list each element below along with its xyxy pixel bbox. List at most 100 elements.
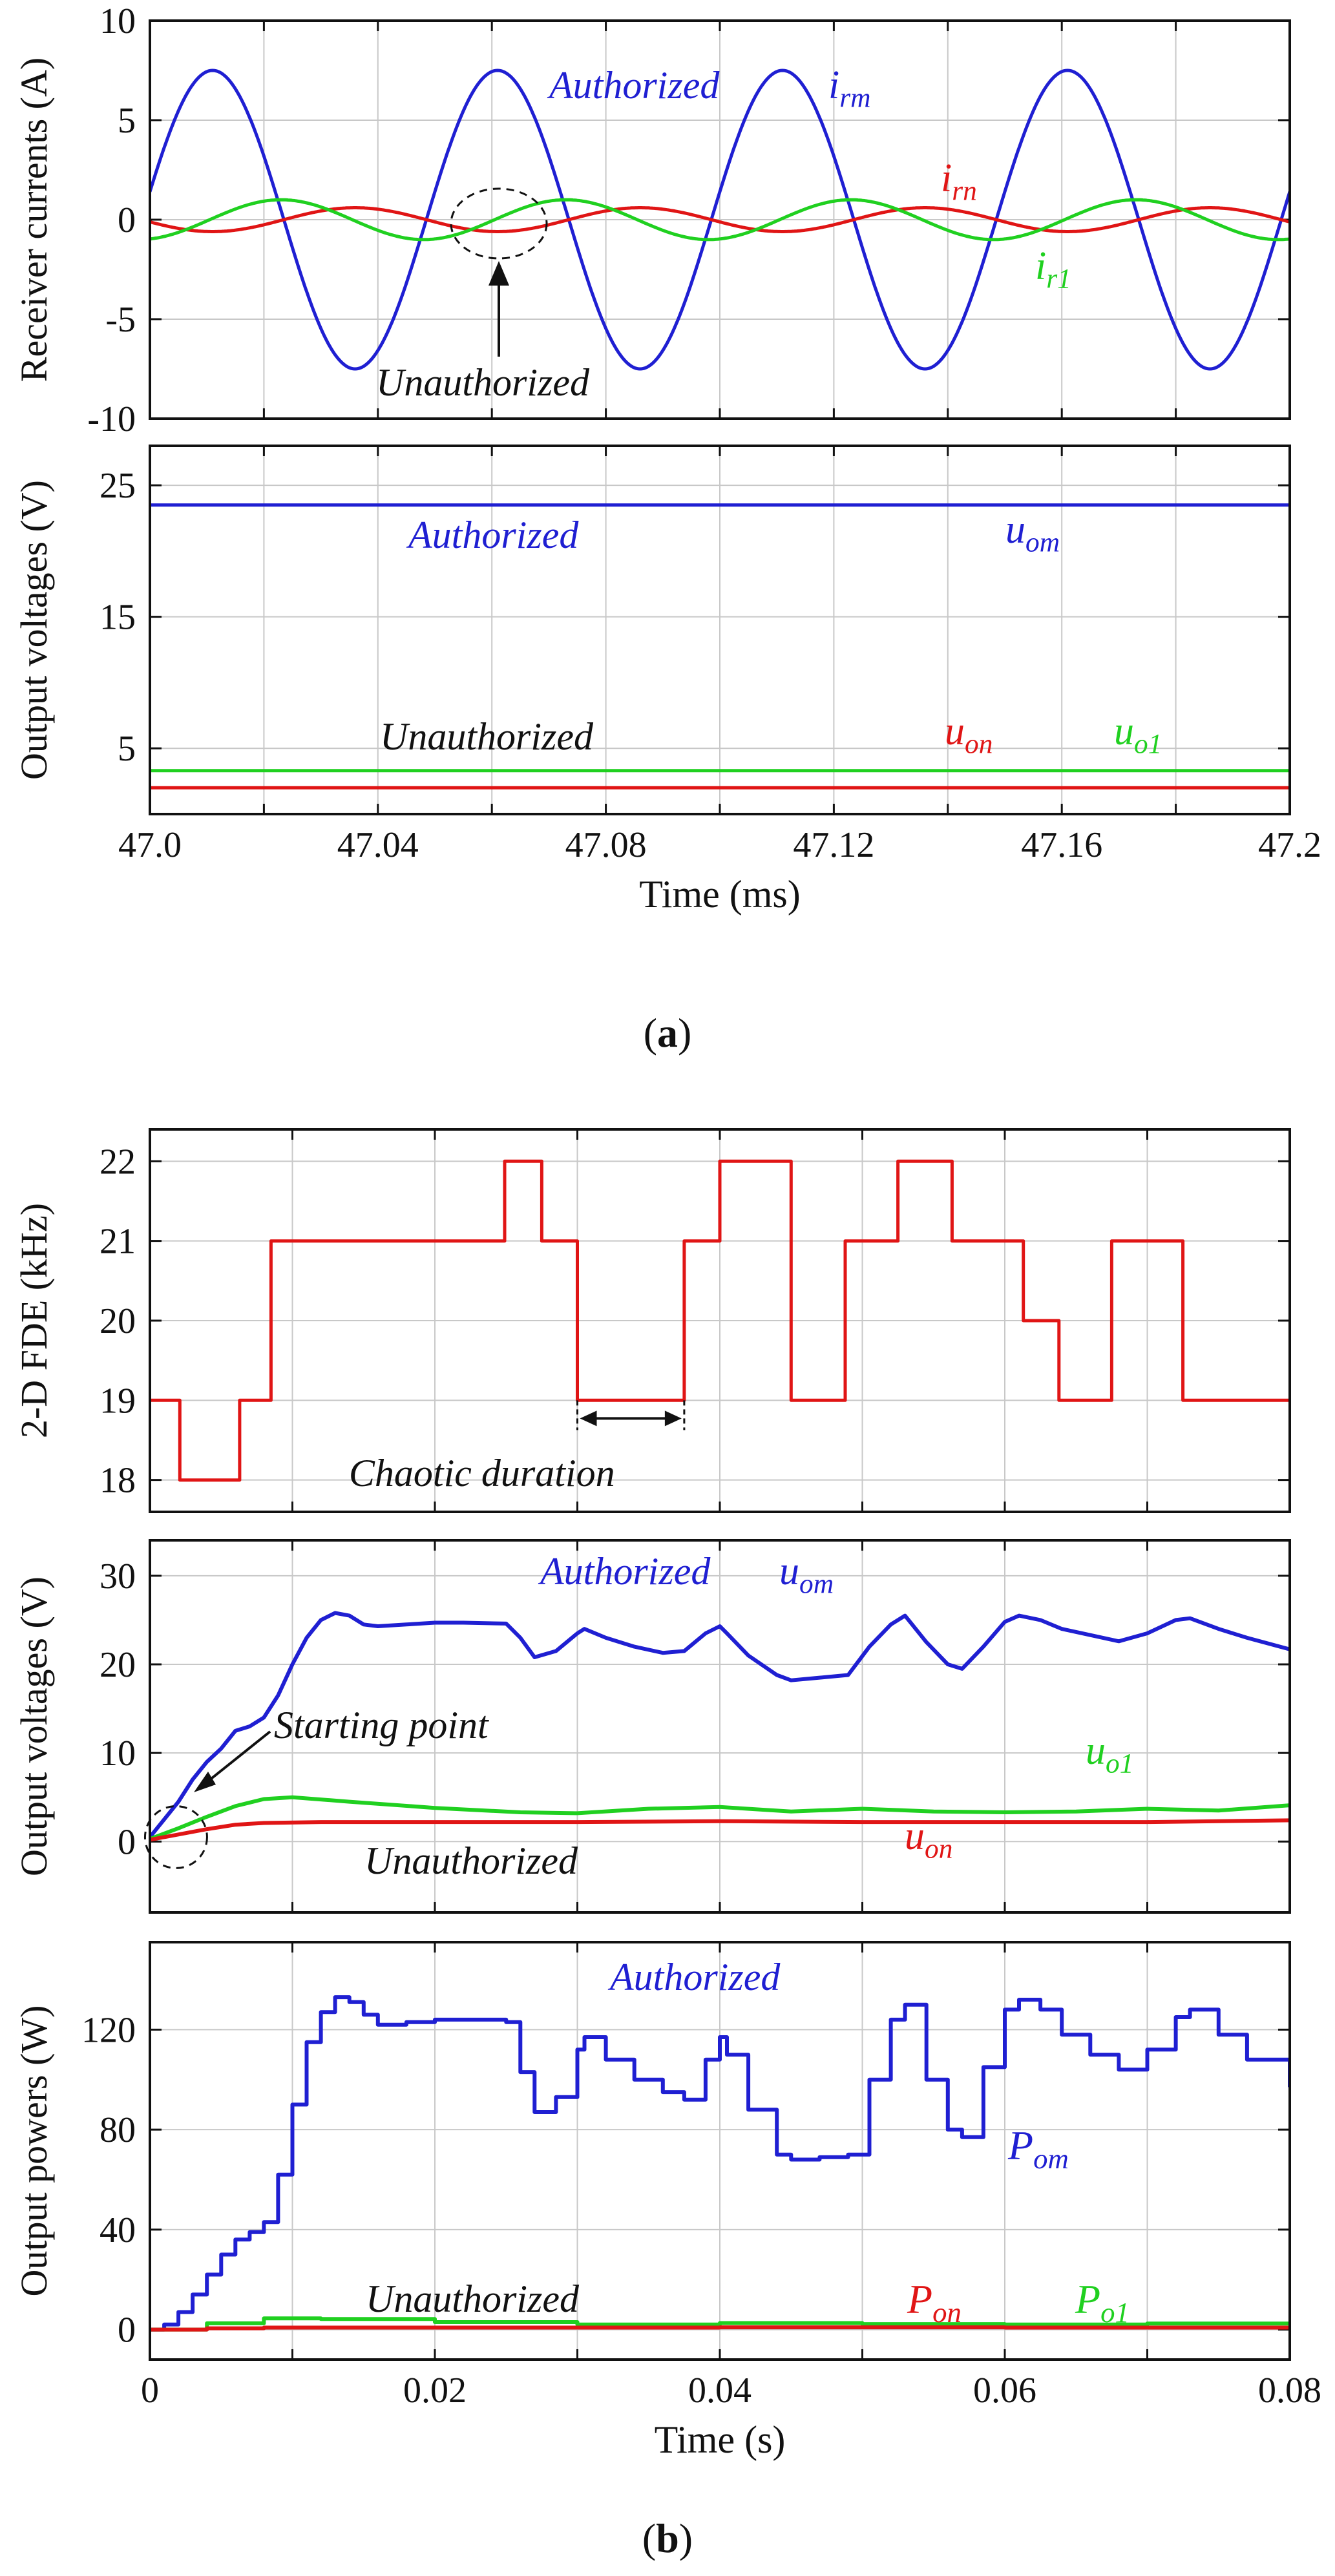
label-base: i [941, 156, 952, 200]
a1-grid [149, 20, 1290, 419]
series-label-uon: uon [945, 709, 993, 760]
y-tick-label: 20 [100, 1301, 136, 1341]
label-subscript: rm [839, 83, 870, 114]
label-base: i [1035, 244, 1046, 288]
y-tick-label: 19 [100, 1381, 136, 1421]
annotation-starting-point: Starting point [274, 1704, 489, 1746]
x-axis-label: Time (s) [655, 2418, 786, 2461]
series-uon [150, 1818, 1290, 1842]
label-base: P [1075, 2276, 1100, 2322]
annotation-authorized: Authorized [607, 1956, 781, 1998]
y-axis-label: Output voltages (V) [13, 480, 55, 780]
annotation-unauthorized: Unauthorized [364, 1839, 578, 1882]
label-base: u [1005, 508, 1025, 552]
annotation-authorized: Authorized [406, 514, 579, 556]
plot-frame [149, 445, 1291, 815]
series-label-Pom: Pom [1007, 2122, 1069, 2175]
y-tick-label: 5 [118, 101, 136, 141]
starting-point-arrow [204, 1730, 271, 1785]
y-axis-label: 2-D FDE (kHz) [13, 1203, 55, 1438]
label-subscript: on [965, 729, 993, 760]
label-base: i [828, 63, 839, 107]
annotation-unauthorized: Unauthorized [376, 361, 590, 404]
y-tick-label: 22 [100, 1142, 136, 1182]
series-uo1 [150, 1795, 1290, 1841]
label-subscript: o1 [1106, 1748, 1133, 1779]
y-tick-label: 10 [100, 1733, 136, 1774]
annotation-chaotic-duration: Chaotic duration [349, 1452, 615, 1494]
plot-frame [149, 19, 1291, 420]
series-label-irm: irm [828, 63, 870, 114]
label-subscript: om [1033, 2142, 1069, 2175]
label-base: u [779, 1549, 799, 1593]
y-tick-label: 10 [100, 1, 136, 41]
label-subscript: on [932, 2296, 962, 2329]
label-subscript: on [925, 1834, 952, 1865]
y-tick-label: 0 [118, 1822, 136, 1862]
label-base: P [1007, 2122, 1033, 2168]
starting-point-circle [143, 1805, 208, 1869]
x-tick-label: 0 [141, 2371, 159, 2411]
y-tick-label: 25 [100, 466, 136, 506]
series-ir1 [150, 198, 1290, 242]
x-tick-label: 47.0 [118, 825, 182, 865]
x-tick-label: 0.04 [688, 2371, 752, 2411]
b3-grid [149, 1942, 1290, 2360]
starting-point-arrow-head [194, 1772, 216, 1792]
annotation-unauthorized: Unauthorized [366, 2278, 580, 2320]
unauthorized-arrow-head [489, 261, 509, 286]
series-irn [150, 206, 1290, 233]
series-label-irn: irn [941, 156, 977, 207]
chaotic-arrow-head-right [664, 1410, 682, 1427]
label-subscript: o1 [1134, 729, 1162, 760]
annotation-authorized: Authorized [547, 64, 720, 107]
label-base: P [907, 2276, 932, 2322]
series-Pom [150, 1995, 1290, 2332]
subfigure-label-b: (b) [642, 2515, 693, 2561]
y-tick-label: 18 [100, 1461, 136, 1501]
series-Pon [150, 2325, 1290, 2332]
x-tick-label: 0.06 [973, 2371, 1036, 2411]
y-tick-label: 15 [100, 598, 136, 638]
label-subscript: r1 [1046, 264, 1071, 295]
annotation-authorized: Authorized [538, 1550, 711, 1593]
series-uom [150, 1611, 1290, 1839]
series-label-uom: uom [1005, 508, 1060, 558]
unauthorized-circle [450, 187, 548, 260]
y-tick-label: 0 [118, 2310, 136, 2351]
y-tick-label: -10 [87, 399, 136, 439]
x-tick-label: 47.08 [565, 825, 647, 865]
label-base: u [945, 709, 965, 753]
label-subscript: om [1025, 527, 1060, 558]
series-label-uom: uom [779, 1549, 834, 1600]
series-label-uo1: uo1 [1086, 1729, 1133, 1779]
subfigure-label-a: (a) [644, 1010, 692, 1056]
label-subscript: o1 [1100, 2296, 1130, 2329]
y-tick-label: 80 [100, 2110, 136, 2150]
y-tick-label: -5 [105, 300, 136, 340]
y-axis-label: Output powers (W) [13, 2005, 55, 2296]
series-Po1 [150, 2316, 1290, 2332]
y-tick-label: 0 [118, 200, 136, 240]
x-tick-label: 47.12 [793, 825, 874, 865]
x-tick-label: 0.02 [403, 2371, 467, 2411]
x-tick-label: 47.04 [337, 825, 419, 865]
label-subscript: rn [952, 176, 977, 207]
y-tick-label: 5 [118, 729, 136, 769]
series-FDE [150, 1159, 1290, 1482]
x-axis-label: Time (ms) [639, 873, 801, 916]
y-tick-label: 120 [81, 2010, 136, 2050]
plot-frame [149, 1128, 1291, 1513]
a2-grid [149, 446, 1290, 814]
y-tick-label: 30 [100, 1556, 136, 1597]
annotation-unauthorized: Unauthorized [380, 715, 594, 758]
x-tick-label: 47.16 [1021, 825, 1102, 865]
y-tick-label: 21 [100, 1222, 136, 1262]
series-label-Po1: Po1 [1075, 2276, 1130, 2329]
y-tick-label: 40 [100, 2210, 136, 2250]
series-label-uo1: uo1 [1114, 709, 1162, 760]
label-subscript: om [799, 1569, 834, 1600]
label-base: u [1114, 709, 1134, 753]
label-base: u [905, 1814, 925, 1858]
